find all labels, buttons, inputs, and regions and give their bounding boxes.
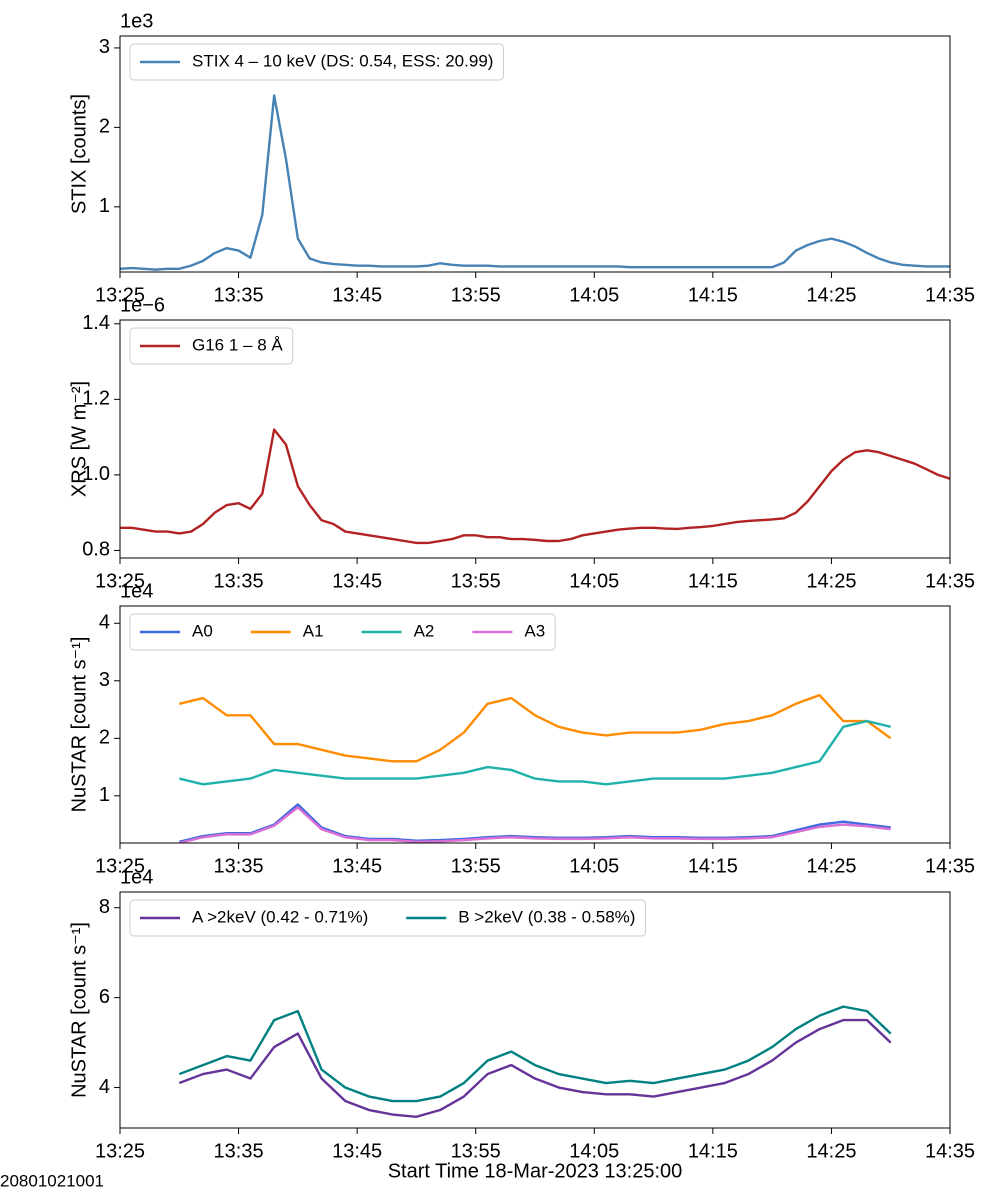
x-tick-label: 13:45 bbox=[332, 284, 382, 306]
legend-label: A2 bbox=[414, 621, 435, 640]
legend: A >2keV (0.42 - 0.71%) B >2keV (0.38 - 0.… bbox=[129, 899, 646, 937]
y-tick-label: 8 bbox=[99, 896, 110, 918]
plot-frame bbox=[119, 319, 951, 559]
x-tick-label: 13:35 bbox=[214, 570, 264, 592]
legend: STIX 4 – 10 keV (DS: 0.54, ESS: 20.99) bbox=[129, 43, 504, 81]
x-tick-label: 13:25 bbox=[95, 855, 145, 877]
x-tick-label: 14:15 bbox=[688, 855, 738, 877]
y-tick-label: 1.0 bbox=[82, 463, 110, 485]
y-tick-label: 3 bbox=[99, 669, 110, 691]
x-tick-label: 13:45 bbox=[332, 855, 382, 877]
legend-label: STIX 4 – 10 keV (DS: 0.54, ESS: 20.99) bbox=[192, 51, 493, 70]
x-tick-label: 13:35 bbox=[214, 1140, 264, 1162]
x-tick-label: 13:35 bbox=[214, 855, 264, 877]
plot-frame bbox=[119, 891, 951, 1129]
x-tick-label: 14:15 bbox=[688, 570, 738, 592]
series-line bbox=[178, 1018, 892, 1118]
x-tick-label: 14:05 bbox=[569, 570, 619, 592]
legend-box bbox=[129, 899, 646, 937]
offset-text: 1e3 bbox=[120, 10, 153, 32]
series-line bbox=[120, 428, 950, 545]
x-tick-label: 13:25 bbox=[95, 1140, 145, 1162]
y-tick-label: 2 bbox=[99, 116, 110, 138]
legend-label: G16 1 – 8 Å bbox=[192, 335, 283, 354]
series-line bbox=[179, 803, 891, 843]
legend-label: A >2keV (0.42 - 0.71%) bbox=[192, 907, 368, 926]
x-tick-label: 13:55 bbox=[451, 570, 501, 592]
y-axis-label: NuSTAR [count s⁻¹] bbox=[68, 637, 90, 813]
x-tick-label: 13:25 bbox=[95, 284, 145, 306]
legend: G16 1 – 8 Å bbox=[129, 327, 294, 365]
x-tick-label: 14:35 bbox=[925, 284, 975, 306]
x-tick-label: 14:25 bbox=[806, 284, 856, 306]
x-tick-label: 14:35 bbox=[925, 570, 975, 592]
series-line bbox=[179, 693, 892, 763]
legend-label: A1 bbox=[303, 621, 324, 640]
x-tick-label: 14:25 bbox=[806, 1140, 856, 1162]
legend: A0 A1 A2 A3 bbox=[129, 613, 556, 651]
x-tick-label: 14:15 bbox=[688, 284, 738, 306]
x-tick-label: 13:55 bbox=[451, 855, 501, 877]
offset-text: 1e−6 bbox=[120, 294, 165, 316]
series-line bbox=[179, 719, 891, 786]
legend-label: A3 bbox=[524, 621, 545, 640]
plot-frame bbox=[119, 35, 951, 273]
x-tick-label: 14:25 bbox=[806, 855, 856, 877]
y-tick-label: 1.2 bbox=[82, 388, 110, 410]
x-tick-label: 14:15 bbox=[688, 1140, 738, 1162]
legend-box bbox=[129, 327, 294, 365]
offset-text: 1e4 bbox=[120, 580, 153, 602]
y-tick-label: 4 bbox=[99, 1076, 110, 1098]
series-line bbox=[179, 806, 891, 843]
x-tick-label: 14:25 bbox=[806, 570, 856, 592]
y-tick-label: 1.4 bbox=[82, 312, 110, 334]
x-tick-label: 14:05 bbox=[569, 284, 619, 306]
x-tick-label: 14:35 bbox=[925, 855, 975, 877]
y-tick-label: 1 bbox=[99, 784, 110, 806]
y-axis-label: NuSTAR [count s⁻¹] bbox=[68, 922, 90, 1098]
y-axis-label: XRS [W m⁻²] bbox=[68, 381, 90, 497]
plot-lines bbox=[120, 428, 950, 545]
y-tick-label: 6 bbox=[99, 986, 110, 1008]
x-tick-label: 14:05 bbox=[569, 855, 619, 877]
offset-text: 1e4 bbox=[120, 866, 153, 888]
x-tick-label: 14:35 bbox=[925, 1140, 975, 1162]
series-line bbox=[178, 1005, 892, 1103]
x-tick-label: 13:55 bbox=[451, 1140, 501, 1162]
x-tick-label: 13:45 bbox=[332, 570, 382, 592]
series-line bbox=[120, 94, 950, 271]
y-tick-label: 4 bbox=[99, 612, 110, 634]
x-tick-label: 13:55 bbox=[451, 284, 501, 306]
legend-box bbox=[129, 613, 556, 651]
x-tick-label: 14:05 bbox=[569, 1140, 619, 1162]
y-tick-label: 0.8 bbox=[82, 539, 110, 561]
plot-lines bbox=[179, 693, 892, 843]
plot-frame bbox=[119, 605, 951, 844]
plot-lines bbox=[178, 1005, 892, 1118]
x-axis-label: Start Time 18-Mar-2023 13:25:00 bbox=[388, 1160, 683, 1182]
y-tick-label: 3 bbox=[99, 36, 110, 58]
y-tick-label: 1 bbox=[99, 195, 110, 217]
legend-label: B >2keV (0.38 - 0.58%) bbox=[458, 907, 635, 926]
y-tick-label: 2 bbox=[99, 727, 110, 749]
legend-label: A0 bbox=[192, 621, 213, 640]
x-tick-label: 13:45 bbox=[332, 1140, 382, 1162]
footnote: 20801021001 bbox=[0, 1171, 104, 1190]
plot-lines bbox=[120, 94, 950, 271]
y-axis-label: STIX [counts] bbox=[68, 94, 90, 214]
x-tick-label: 13:25 bbox=[95, 570, 145, 592]
x-tick-label: 13:35 bbox=[214, 284, 264, 306]
legend-box bbox=[129, 43, 504, 81]
